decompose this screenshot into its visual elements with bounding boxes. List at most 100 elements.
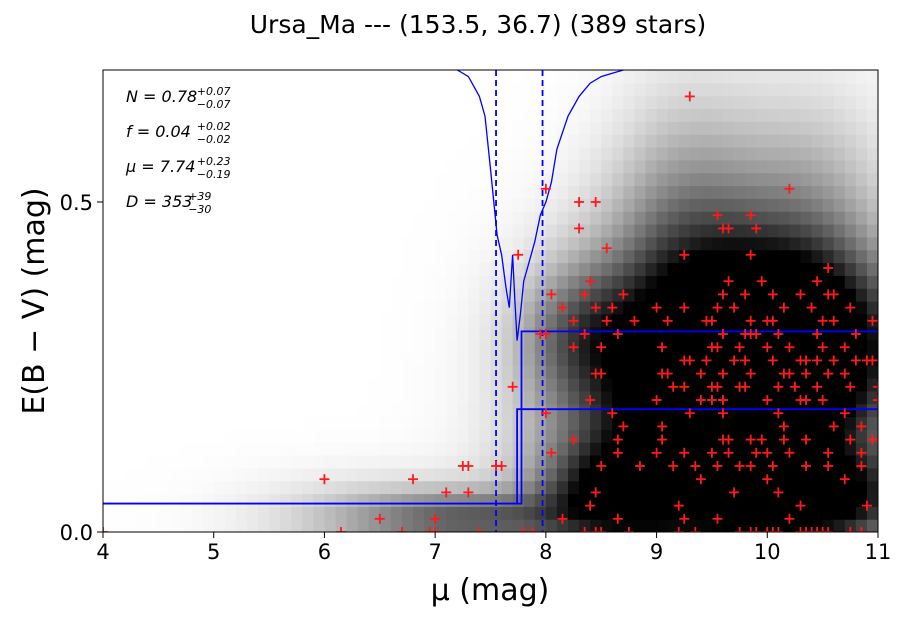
density-cell (468, 121, 481, 135)
density-cell (590, 172, 602, 187)
density-cell (335, 288, 348, 302)
star-marker (585, 395, 596, 405)
density-cell (357, 198, 370, 212)
density-cell (689, 467, 702, 482)
density-cell (324, 288, 337, 302)
density-cell (213, 185, 226, 199)
density-cell (379, 172, 392, 187)
density-cell (413, 429, 425, 443)
density-cell (390, 147, 403, 161)
density-cell (180, 442, 193, 456)
density-cell (413, 159, 425, 174)
density-cell (291, 429, 303, 443)
density-cell (136, 172, 148, 187)
density-cell (103, 198, 115, 212)
density-cell (844, 467, 857, 482)
density-cell (324, 82, 337, 97)
density-cell (711, 326, 724, 341)
star-marker (729, 355, 740, 366)
density-cell (224, 442, 237, 456)
density-cell (689, 70, 702, 84)
star-marker (585, 276, 596, 287)
density-cell (291, 378, 303, 392)
star-marker (751, 527, 762, 532)
density-cell (202, 390, 215, 405)
density-cell (368, 339, 381, 353)
density-cell (778, 159, 791, 174)
density-cell (601, 275, 613, 289)
density-cell (579, 313, 591, 328)
density-cell (579, 506, 591, 520)
density-cell (302, 211, 314, 225)
density-cell (291, 70, 303, 84)
density-cell (833, 506, 846, 520)
density-cell (114, 236, 126, 251)
density-cell (446, 224, 458, 238)
density-cell (523, 121, 536, 135)
density-cell (601, 108, 613, 122)
chart-title: Ursa_Ma --- (153.5, 36.7) (389 stars) (250, 10, 706, 39)
density-cell (235, 467, 248, 482)
star-marker (801, 395, 812, 405)
density-cell (656, 378, 669, 392)
density-cell (324, 339, 337, 353)
density-cell (269, 403, 281, 418)
density-cell (235, 429, 248, 443)
density-cell (235, 339, 248, 353)
star-marker (579, 289, 590, 300)
density-cell (745, 378, 757, 392)
density-cell (822, 390, 835, 405)
density-cell (457, 172, 469, 187)
density-cell (258, 378, 270, 392)
density-cell (424, 519, 436, 532)
density-cell (778, 275, 791, 289)
density-cell (180, 147, 193, 161)
density-cell (601, 172, 613, 187)
density-cell (446, 403, 458, 418)
density-cell (103, 378, 115, 392)
density-cell (468, 390, 481, 405)
density-cell (656, 326, 669, 341)
density-cell (645, 82, 658, 97)
density-cell (357, 108, 370, 122)
density-cell (390, 288, 403, 302)
density-cell (191, 455, 204, 469)
density-cell (125, 467, 137, 482)
star-marker (557, 513, 568, 524)
density-cell (136, 467, 148, 482)
density-cell (512, 147, 525, 161)
star-marker (657, 421, 668, 432)
density-cell (258, 172, 270, 187)
density-cell (158, 519, 171, 532)
density-cell (534, 198, 547, 212)
density-cell (778, 70, 791, 84)
density-cell (523, 378, 536, 392)
density-cell (590, 339, 602, 353)
density-cell (291, 95, 303, 110)
density-cell (202, 275, 215, 289)
density-cell (689, 403, 702, 418)
density-cell (346, 224, 359, 238)
density-cell (601, 147, 613, 161)
star-marker (690, 461, 701, 471)
density-cell (678, 455, 691, 469)
density-cell (457, 249, 469, 264)
density-cell (579, 467, 591, 482)
density-cell (844, 262, 857, 276)
density-cell (136, 455, 148, 469)
density-cell (745, 185, 757, 199)
density-cell (545, 390, 558, 405)
density-cell (601, 352, 613, 366)
density-cell (844, 480, 857, 495)
density-cell (147, 519, 159, 532)
density-cell (191, 519, 204, 532)
density-cell (601, 326, 613, 341)
density-cell (147, 275, 159, 289)
density-cell (125, 429, 137, 443)
density-cell (346, 480, 359, 495)
density-cell (235, 147, 248, 161)
density-cell (424, 403, 436, 418)
density-cell (379, 390, 392, 405)
density-cell (800, 134, 813, 148)
density-cell (213, 455, 226, 469)
